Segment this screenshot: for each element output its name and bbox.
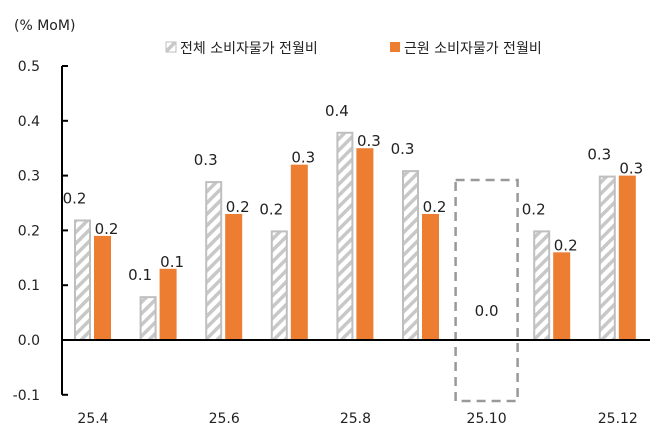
data-label: 0.1 xyxy=(128,266,152,284)
data-label: 0.2 xyxy=(95,220,119,238)
bar-core-cpi xyxy=(159,268,177,340)
x-tick-label: 25.12 xyxy=(598,411,638,427)
legend-swatch-total xyxy=(165,41,177,53)
legend: 전체 소비자물가 전월비 근원 소비자물가 전월비 xyxy=(165,41,542,57)
bar-total-cpi xyxy=(598,175,616,341)
data-label: 0.4 xyxy=(325,102,349,120)
data-label: 0.2 xyxy=(423,198,447,216)
y-tick-label: 0.5 xyxy=(18,59,40,75)
bar-total-cpi xyxy=(74,219,91,341)
bar-total-cpi xyxy=(533,230,551,341)
y-tick-label: 0.0 xyxy=(18,333,40,349)
missing-data-box xyxy=(454,178,519,403)
legend-label-total: 전체 소비자물가 전월비 xyxy=(180,41,318,57)
y-tick-label: 0.2 xyxy=(18,223,40,239)
x-axis: 25.4 25.6 25.8 25.10 25.12 xyxy=(62,339,650,427)
bar-core-cpi xyxy=(290,164,308,340)
x-tick-label: 25.10 xyxy=(467,411,507,427)
bar-core-cpi xyxy=(356,148,374,340)
y-tick-label: 0.4 xyxy=(18,114,40,130)
y-tick-label: -0.1 xyxy=(13,388,40,404)
data-label: 0.0 xyxy=(475,302,499,320)
data-label: 0.2 xyxy=(259,200,283,218)
x-tick-label: 25.8 xyxy=(340,411,371,427)
bar-core-cpi xyxy=(553,252,571,340)
bar-core-cpi xyxy=(422,213,439,340)
legend-swatch-core xyxy=(390,42,400,52)
bar-total-cpi xyxy=(139,296,157,342)
bar-core-cpi xyxy=(618,175,636,340)
y-tick-label: 0.3 xyxy=(18,169,40,185)
data-label: 0.3 xyxy=(391,140,415,158)
data-label: 0.3 xyxy=(587,146,611,164)
bar-core-cpi xyxy=(94,235,111,340)
data-label: 0.3 xyxy=(357,132,381,150)
x-tick-label: 25.6 xyxy=(209,411,240,427)
legend-label-core: 근원 소비자물가 전월비 xyxy=(404,41,542,57)
y-axis: -0.1 0.0 0.1 0.2 0.3 0.4 0.5 xyxy=(13,59,68,404)
x-tick-label: 25.4 xyxy=(77,411,108,427)
data-label: 0.3 xyxy=(619,160,643,178)
bar-total-cpi xyxy=(402,170,419,341)
bar-total-cpi xyxy=(205,181,223,341)
y-unit-label: (% MoM) xyxy=(14,18,75,34)
y-tick-label: 0.1 xyxy=(18,278,40,294)
data-labels: 0.0 0.2 0.2 0.1 0.1 0.3 0.2 0.2 0.3 0.4 0.3 0.3 0.2 0… xyxy=(63,102,644,320)
data-label: 0.2 xyxy=(226,198,250,216)
bar-total-cpi xyxy=(336,131,354,341)
data-label: 0.1 xyxy=(160,253,184,271)
bar-total-cpi xyxy=(270,230,288,341)
data-label: 0.3 xyxy=(291,149,315,167)
bars xyxy=(74,131,636,403)
data-label: 0.2 xyxy=(554,236,578,254)
data-label: 0.3 xyxy=(194,151,218,169)
data-label: 0.2 xyxy=(63,189,87,207)
bar-core-cpi xyxy=(225,213,243,340)
data-label: 0.2 xyxy=(522,200,546,218)
